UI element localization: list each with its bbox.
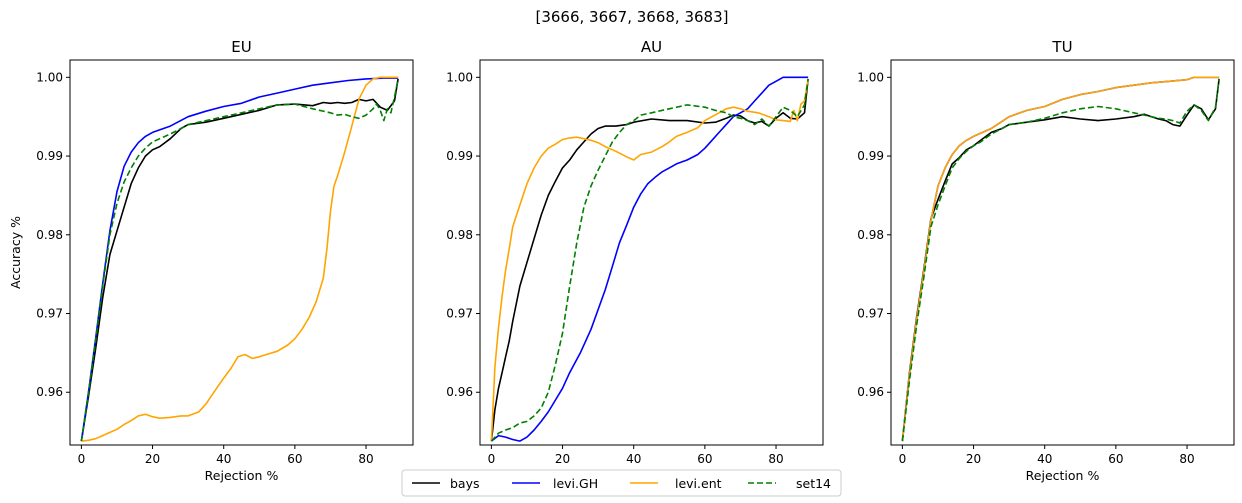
legend-entry-levi-ent: levi.ent bbox=[630, 476, 722, 491]
series-line-bays-au bbox=[490, 78, 809, 442]
y-tick-label-au: 0.97 bbox=[446, 307, 473, 321]
x-tick-label-eu: 80 bbox=[358, 452, 373, 466]
legend-entry-levi-gh: levi.GH bbox=[512, 476, 598, 491]
y-tick-label-au: 0.96 bbox=[446, 385, 473, 399]
legend-label-levi-gh: levi.GH bbox=[553, 476, 598, 491]
y-tick-label-eu: 1.00 bbox=[36, 70, 63, 84]
x-tick-label-tu: 0 bbox=[899, 452, 907, 466]
y-tick-label-tu: 0.98 bbox=[857, 228, 884, 242]
x-tick-label-au: 40 bbox=[626, 452, 641, 466]
y-tick-label-tu: 0.97 bbox=[857, 307, 884, 321]
y-tick-label-au: 1.00 bbox=[446, 70, 473, 84]
x-tick-label-au: 60 bbox=[697, 452, 712, 466]
x-tick-label-tu: 80 bbox=[1179, 452, 1194, 466]
legend-label-bays: bays bbox=[450, 476, 480, 491]
panel-au: AU0204060800.960.970.980.991.00Rejection… bbox=[446, 38, 824, 483]
x-axis-label-tu: Rejection % bbox=[1026, 468, 1100, 483]
legend-entry-set14: set14 bbox=[748, 476, 831, 491]
panel-title-tu: TU bbox=[1051, 38, 1072, 56]
legend-label-set14: set14 bbox=[796, 476, 831, 491]
x-tick-label-eu: 60 bbox=[287, 452, 302, 466]
y-tick-label-eu: 0.98 bbox=[36, 228, 63, 242]
legend-frame bbox=[401, 469, 842, 497]
panel-eu: EU 0 20 40 60 80 0.96 0.97 0.98 0.99 1.00 Rejection… bbox=[8, 38, 414, 483]
y-tick-label-eu: 0.97 bbox=[36, 307, 63, 321]
y-tick-label-tu: 0.96 bbox=[857, 385, 884, 399]
axes-frame-au bbox=[479, 59, 824, 446]
x-tick-label-eu: 0 bbox=[78, 452, 86, 466]
series-line-set14-eu bbox=[80, 78, 399, 442]
x-tick-label-eu: 20 bbox=[145, 452, 160, 466]
legend-entry-bays: bays bbox=[412, 476, 480, 491]
panel-title-eu: EU bbox=[231, 38, 251, 56]
axes-frame-eu bbox=[69, 59, 414, 446]
series-line-set14-au bbox=[490, 78, 809, 442]
series-line-bays-eu bbox=[80, 78, 399, 442]
series-line-levi-ent-eu bbox=[81, 76, 399, 442]
series-line-levi-ent-tu bbox=[901, 76, 1220, 442]
x-tick-label-tu: 20 bbox=[966, 452, 981, 466]
x-tick-label-au: 80 bbox=[768, 452, 783, 466]
x-tick-label-au: 20 bbox=[555, 452, 570, 466]
y-tick-label-au: 0.99 bbox=[446, 149, 473, 163]
axes-frame-tu bbox=[890, 59, 1235, 446]
x-tick-label-tu: 40 bbox=[1037, 452, 1052, 466]
series-line-bays-tu bbox=[901, 78, 1220, 442]
series-line-levi-gh-au bbox=[490, 76, 809, 442]
y-tick-label-au: 0.98 bbox=[446, 228, 473, 242]
y-tick-label-tu: 0.99 bbox=[857, 149, 884, 163]
figure-suptitle: [3666, 3667, 3668, 3683] bbox=[535, 8, 728, 26]
y-axis-label-eu: Accuracy % bbox=[8, 216, 23, 289]
x-tick-label-eu: 40 bbox=[216, 452, 231, 466]
x-axis-label-eu: Rejection % bbox=[205, 468, 279, 483]
panel-title-au: AU bbox=[641, 38, 662, 56]
y-tick-label-eu: 0.99 bbox=[36, 149, 63, 163]
x-tick-label-tu: 60 bbox=[1108, 452, 1123, 466]
x-tick-label-au: 0 bbox=[488, 452, 496, 466]
series-line-levi-gh-eu bbox=[80, 77, 399, 442]
y-tick-label-tu: 1.00 bbox=[857, 70, 884, 84]
legend: bays levi.GH levi.ent set14 bbox=[401, 469, 842, 497]
y-tick-label-eu: 0.96 bbox=[36, 385, 63, 399]
panel-tu: TU 0 20 40 60 80 0.96 0.97 0.98 0.99 1.00 Rejection… bbox=[857, 38, 1235, 483]
series-line-levi-gh-tu bbox=[901, 76, 1220, 442]
series-line-levi-ent-au bbox=[490, 78, 809, 442]
legend-label-levi-ent: levi.ent bbox=[675, 476, 722, 491]
series-line-set14-tu bbox=[901, 78, 1220, 442]
